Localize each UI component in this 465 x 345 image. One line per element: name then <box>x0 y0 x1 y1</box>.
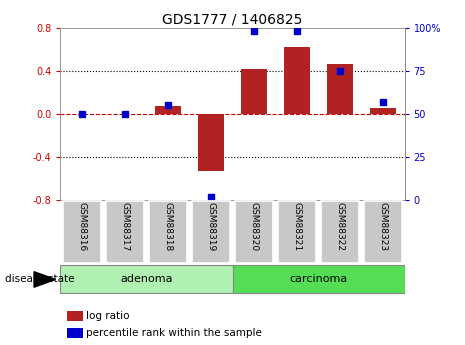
Text: GSM88317: GSM88317 <box>120 202 129 251</box>
Text: GSM88320: GSM88320 <box>250 202 259 251</box>
FancyBboxPatch shape <box>278 201 316 263</box>
Bar <box>284 47 310 114</box>
FancyBboxPatch shape <box>60 266 232 293</box>
FancyBboxPatch shape <box>235 201 273 263</box>
Text: GSM88316: GSM88316 <box>78 202 86 251</box>
Text: disease state: disease state <box>5 275 74 284</box>
Text: GSM88322: GSM88322 <box>336 202 345 251</box>
Title: GDS1777 / 1406825: GDS1777 / 1406825 <box>162 12 303 27</box>
Bar <box>241 69 267 114</box>
Text: GSM88318: GSM88318 <box>164 202 173 251</box>
Bar <box>198 114 224 171</box>
FancyBboxPatch shape <box>63 201 101 263</box>
Bar <box>67 328 83 338</box>
FancyBboxPatch shape <box>149 201 187 263</box>
Bar <box>370 108 396 114</box>
Bar <box>327 64 353 114</box>
Bar <box>155 106 181 114</box>
Text: GSM88319: GSM88319 <box>206 202 215 251</box>
Text: percentile rank within the sample: percentile rank within the sample <box>86 328 262 338</box>
FancyBboxPatch shape <box>364 201 402 263</box>
Text: GSM88323: GSM88323 <box>379 202 387 251</box>
FancyBboxPatch shape <box>192 201 230 263</box>
FancyBboxPatch shape <box>321 201 359 263</box>
Text: carcinoma: carcinoma <box>289 275 348 284</box>
Text: adenoma: adenoma <box>120 275 173 284</box>
FancyBboxPatch shape <box>106 201 144 263</box>
Polygon shape <box>34 272 55 287</box>
FancyBboxPatch shape <box>232 266 405 293</box>
Bar <box>67 310 83 321</box>
Text: log ratio: log ratio <box>86 311 130 321</box>
Text: GSM88321: GSM88321 <box>292 202 301 251</box>
